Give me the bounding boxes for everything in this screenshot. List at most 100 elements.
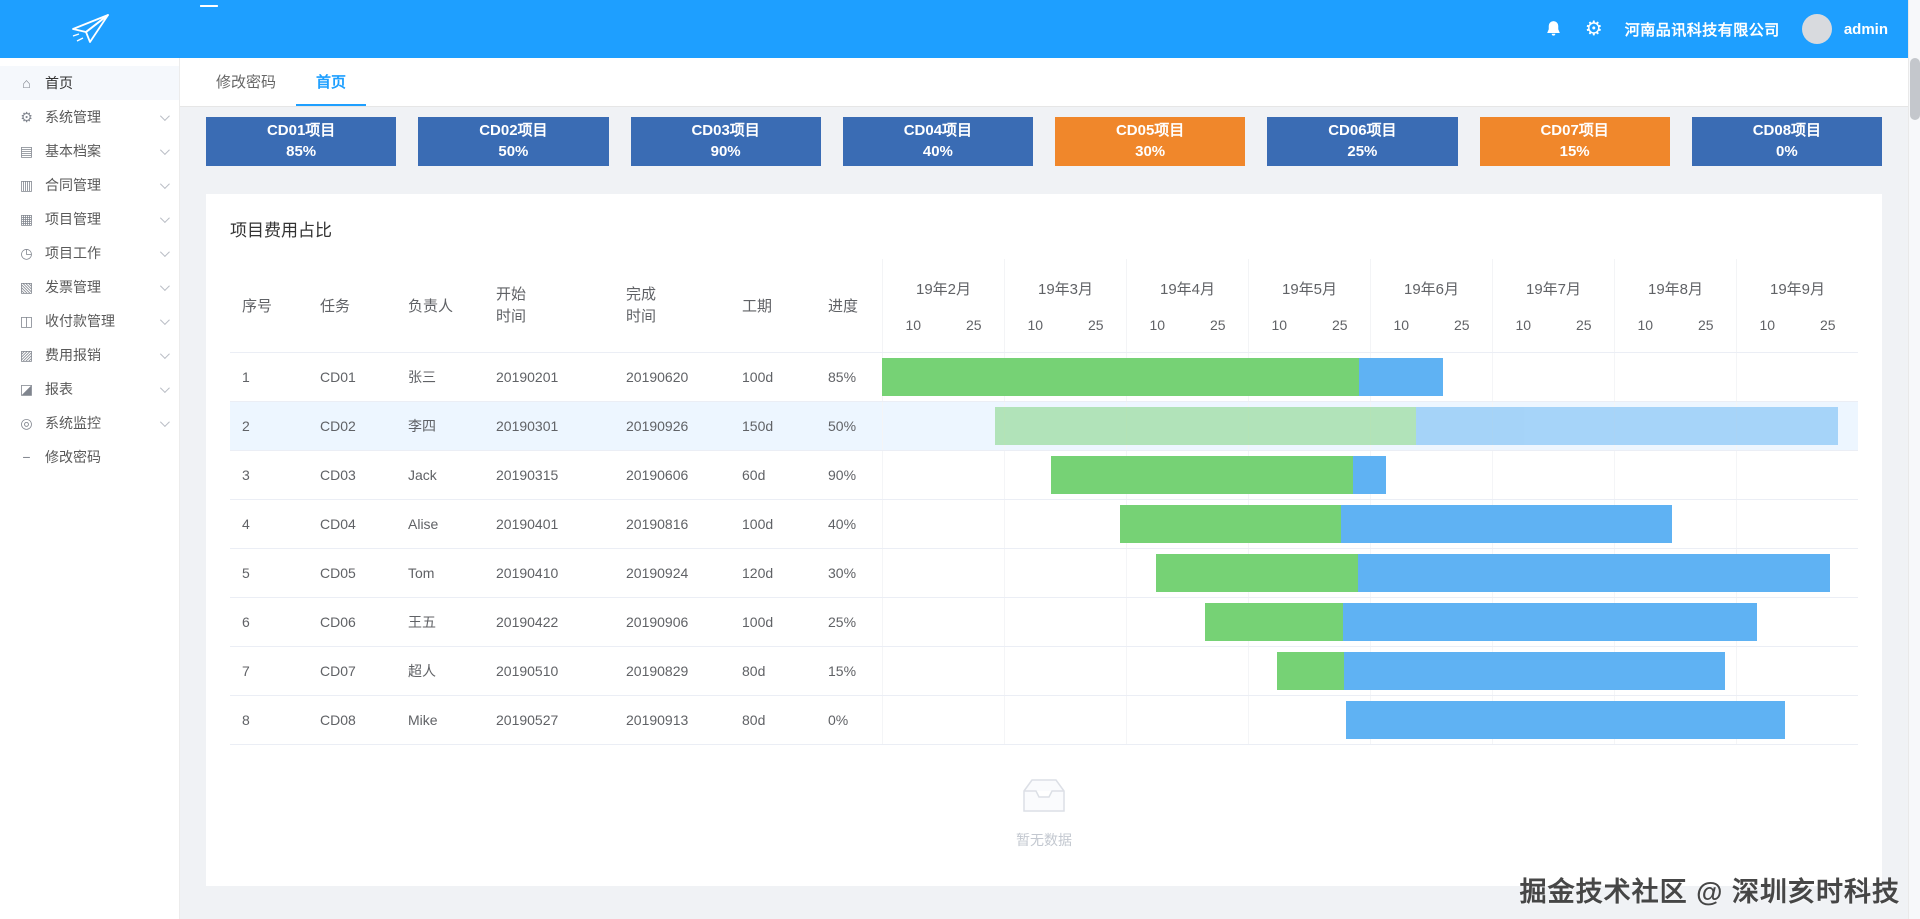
gantt-body: 1 CD01 张三 20190201 20190620 100d 85% 2 CD02 李四 201… <box>230 353 1858 745</box>
sidebar-item-project-work[interactable]: ◷ 项目工作 <box>0 236 179 270</box>
gantt-column-header: 开始时间 <box>496 285 527 325</box>
project-cards-row: CD01项目 85% CD02项目 50% CD03项目 90% CD04项目 40% CD05… <box>206 117 1882 166</box>
gantt-bar-progress <box>1156 554 1359 592</box>
chevron-down-icon <box>159 314 170 325</box>
gantt-bar[interactable] <box>1051 456 1387 494</box>
monitor-icon: ◎ <box>20 414 33 431</box>
watermark: 掘金技术社区 @ 深圳亥时科技 <box>1519 877 1900 907</box>
gantt-row-timeline <box>882 647 1858 695</box>
notification-bell-icon[interactable] <box>1544 19 1563 39</box>
gantt-bar[interactable] <box>994 407 1838 445</box>
tab-change-password[interactable]: 修改密码 <box>216 73 277 91</box>
project-card[interactable]: CD07项目 15% <box>1479 117 1670 166</box>
project-card[interactable]: CD08项目 0% <box>1691 117 1882 166</box>
project-icon: ▦ <box>19 210 34 227</box>
app-logo[interactable] <box>0 12 180 46</box>
gantt-month: 19年2月 10 25 <box>882 259 1004 352</box>
gantt-row-timeline <box>882 598 1858 646</box>
gantt-bar-progress <box>994 407 1417 445</box>
sidebar-item-change-password[interactable]: − 修改密码 <box>0 440 179 474</box>
gantt-row[interactable]: 7 CD07 超人 20190510 20190829 80d 15% <box>230 647 1858 696</box>
user-avatar[interactable] <box>1801 14 1832 44</box>
sidebar-item-report[interactable]: ◪ 报表 <box>0 372 179 406</box>
gantt-row[interactable]: 4 CD04 Alise 20190401 20190816 100d 40% <box>230 500 1858 549</box>
gantt-month-ticks: 10 25 <box>1393 317 1470 334</box>
sidebar-item-project[interactable]: ▦ 项目管理 <box>0 202 179 236</box>
sidebar-item-contract[interactable]: ▥ 合同管理 <box>0 168 179 202</box>
empty-box-icon <box>1023 779 1065 812</box>
change-password-icon: − <box>22 449 31 465</box>
gantt-bar[interactable] <box>1345 701 1786 739</box>
gantt-month: 19年5月 10 25 <box>1248 259 1370 352</box>
sidebar-item-archive[interactable]: ▤ 基本档案 <box>0 134 179 168</box>
gantt-month-ticks: 10 25 <box>1637 317 1714 334</box>
gantt-column-header: 完成时间 <box>626 285 657 325</box>
gantt-row[interactable]: 3 CD03 Jack 20190315 20190606 60d 90% <box>230 451 1858 500</box>
project-card[interactable]: CD04项目 40% <box>842 117 1033 166</box>
gantt-row-timeline <box>882 696 1858 744</box>
company-name: 河南品讯科技有限公司 <box>1624 21 1780 39</box>
gantt-column-header: 负责人 <box>408 298 454 315</box>
main-layout: ⌂ 首页 ⚙ 系统管理 ▤ 基本档案 ▥ 合同管理 ▦ 项目管理 ◷ 项目工作 ▧ 发票管理 ◫ 收付款管理 ▨… <box>0 58 1908 919</box>
sidebar-item-monitor[interactable]: ◎ 系统监控 <box>0 406 179 440</box>
gantt-column-header: 进度 <box>828 298 859 315</box>
gantt-bar-progress <box>1051 456 1353 494</box>
project-cost-panel: 项目费用占比 序号 任务 负责人 开始时间 完成时间 工期 进度 19年2月 10 25 19年3月… <box>206 194 1882 886</box>
settings-gear-icon[interactable]: ⚙ <box>1584 18 1603 40</box>
project-card[interactable]: CD02项目 50% <box>418 117 609 166</box>
sidebar-item-home[interactable]: ⌂ 首页 <box>0 66 179 100</box>
chevron-down-icon <box>159 348 170 359</box>
sidebar-item-payment[interactable]: ◫ 收付款管理 <box>0 304 179 338</box>
gantt-row[interactable]: 8 CD08 Mike 20190527 20190913 80d 0% <box>230 696 1858 745</box>
project-card[interactable]: CD03项目 90% <box>630 117 821 166</box>
scrollbar[interactable] <box>1908 0 1920 919</box>
gantt-row-timeline <box>882 353 1858 401</box>
scrollbar-thumb[interactable] <box>1910 58 1920 120</box>
gantt-bar-progress <box>1119 505 1341 543</box>
panel-title: 项目费用占比 <box>230 221 332 240</box>
gantt-bar-progress <box>1277 652 1345 690</box>
gantt-bar[interactable] <box>1156 554 1830 592</box>
sidebar-item-system-settings[interactable]: ⚙ 系统管理 <box>0 100 179 134</box>
top-header: ⚙ 河南品讯科技有限公司 admin <box>0 0 1908 58</box>
gantt-month-ticks: 10 25 <box>1027 317 1104 334</box>
project-card[interactable]: CD01项目 85% <box>206 117 397 166</box>
system-settings-icon: ⚙ <box>20 108 33 125</box>
chevron-down-icon <box>159 178 170 189</box>
empty-text: 暂无数据 <box>1016 832 1072 848</box>
sidebar: ⌂ 首页 ⚙ 系统管理 ▤ 基本档案 ▥ 合同管理 ▦ 项目管理 ◷ 项目工作 ▧ 发票管理 ◫ 收付款管理 ▨… <box>0 58 180 919</box>
gantt-row[interactable]: 2 CD02 李四 20190301 20190926 150d 50% <box>230 402 1858 451</box>
gantt-month: 19年4月 10 25 <box>1126 259 1248 352</box>
project-card[interactable]: CD05项目 30% <box>1055 117 1246 166</box>
gantt-header: 序号 任务 负责人 开始时间 完成时间 工期 进度 19年2月 10 25 19年3月 10 25 19年… <box>230 259 1858 353</box>
username[interactable]: admin <box>1843 20 1888 38</box>
gantt-row[interactable]: 6 CD06 王五 20190422 20190906 100d 25% <box>230 598 1858 647</box>
gantt-bar[interactable] <box>882 358 1443 396</box>
chevron-down-icon <box>159 110 170 121</box>
gantt-bar[interactable] <box>1204 603 1758 641</box>
tab-bar: 修改密码 首页 <box>180 58 1908 107</box>
sidebar-item-expense[interactable]: ▨ 费用报销 <box>0 338 179 372</box>
gantt-row-timeline <box>882 549 1858 597</box>
gantt-bar[interactable] <box>1119 505 1673 543</box>
gantt-month-ticks: 10 25 <box>1149 317 1226 334</box>
gantt-row[interactable]: 1 CD01 张三 20190201 20190620 100d 85% <box>230 353 1858 402</box>
project-card[interactable]: CD06项目 25% <box>1267 117 1458 166</box>
tab-home[interactable]: 首页 <box>296 58 367 106</box>
gantt-bar-progress <box>1204 603 1343 641</box>
archive-icon: ▤ <box>19 142 34 159</box>
gantt-month-ticks: 10 25 <box>905 317 982 334</box>
chevron-down-icon <box>159 212 170 223</box>
empty-state: 暂无数据 <box>230 775 1858 850</box>
gantt-bar[interactable] <box>1277 652 1725 690</box>
gantt-row-timeline <box>882 451 1858 499</box>
gantt-month-ticks: 10 25 <box>1271 317 1348 334</box>
gantt-month: 19年6月 10 25 <box>1370 259 1492 352</box>
gantt-month: 19年3月 10 25 <box>1004 259 1126 352</box>
gantt-row[interactable]: 5 CD05 Tom 20190410 20190924 120d 30% <box>230 549 1858 598</box>
payment-icon: ◫ <box>19 312 34 329</box>
sidebar-item-invoice[interactable]: ▧ 发票管理 <box>0 270 179 304</box>
report-icon: ◪ <box>19 380 34 397</box>
chevron-down-icon <box>159 280 170 291</box>
